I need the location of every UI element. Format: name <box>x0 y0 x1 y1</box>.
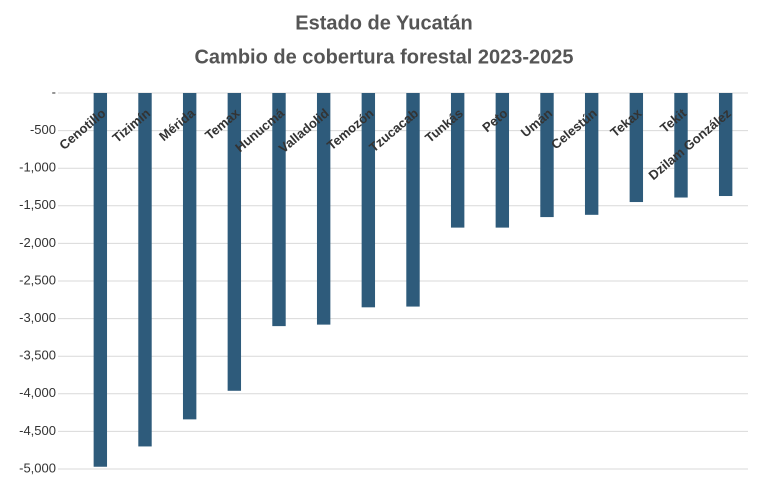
bar <box>272 93 286 327</box>
bar <box>93 93 108 467</box>
chart-subtitle: Cambio de cobertura forestal 2023-2025 <box>194 46 573 68</box>
y-tick-label: -1,000 <box>19 160 56 175</box>
y-tick-label: -3,000 <box>19 310 56 325</box>
bar <box>316 93 331 325</box>
chart-title: Estado de Yucatán <box>295 12 472 34</box>
bar <box>629 93 644 203</box>
y-tick-label: -500 <box>30 122 56 137</box>
bar <box>182 93 197 420</box>
bar <box>406 93 420 307</box>
bars <box>93 93 733 467</box>
bar <box>540 93 554 218</box>
y-tick-label: -2,000 <box>19 235 56 250</box>
bar <box>495 93 510 228</box>
bar <box>227 93 242 391</box>
bar <box>361 93 376 308</box>
y-tick-label: - <box>52 84 56 99</box>
bar <box>138 93 152 447</box>
bar <box>718 93 733 197</box>
bar <box>584 93 599 215</box>
bar <box>450 93 465 228</box>
y-tick-label: -3,500 <box>19 348 56 363</box>
y-tick-label: -2,500 <box>19 272 56 287</box>
y-tick-label: -4,500 <box>19 423 56 438</box>
y-tick-label: -1,500 <box>19 197 56 212</box>
bar <box>674 93 688 198</box>
y-tick-label: -4,000 <box>19 385 56 400</box>
y-tick-label: -5,000 <box>19 460 56 475</box>
grid: - -500 -1,000 -1,500 -2,000 -2,500 -3,000 -3,50… <box>19 84 748 475</box>
